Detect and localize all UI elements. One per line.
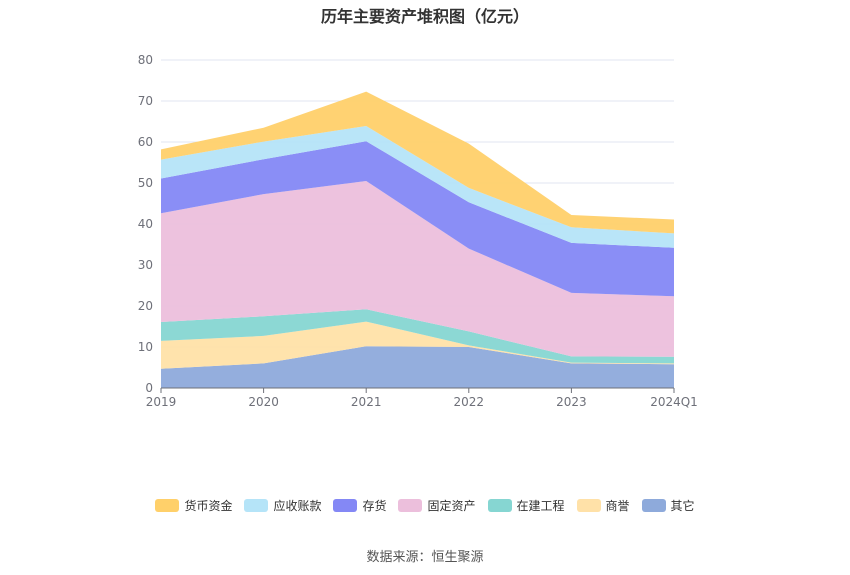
chart-title: 历年主要资产堆积图（亿元）	[320, 7, 529, 26]
data-source-note: 数据来源：恒生聚源	[366, 550, 484, 565]
legend-label: 应收账款	[273, 499, 322, 513]
legend-label: 在建工程	[516, 499, 565, 513]
legend-swatch	[576, 499, 601, 512]
area-series	[161, 181, 674, 357]
legend-item[interactable]: 固定资产	[398, 497, 476, 514]
y-tick-label: 0	[145, 381, 153, 395]
legend-swatch	[398, 499, 423, 512]
x-tick-label: 2022	[454, 395, 485, 409]
stacked-area-chart: 0 10 20 30 40 50 60 70 80 2019 2020 2021 2022 2023 202…	[138, 53, 698, 409]
legend-label: 商誉	[605, 499, 630, 513]
area-series	[161, 91, 674, 234]
legend-item[interactable]: 在建工程	[487, 497, 565, 514]
legend-label: 其它	[670, 499, 695, 513]
legend-label: 固定资产	[427, 499, 476, 513]
area-series-group	[161, 91, 674, 388]
legend-item[interactable]: 货币资金	[155, 497, 232, 514]
x-tick-label: 2024Q1	[650, 395, 698, 409]
legend-swatch	[487, 499, 512, 512]
y-tick-label: 50	[138, 176, 153, 190]
y-tick-label: 40	[138, 217, 153, 231]
legend-swatch	[155, 499, 180, 512]
axes: 0 10 20 30 40 50 60 70 80 2019 2020 2021 2022 2023 202…	[138, 53, 698, 409]
x-tick-label: 2023	[556, 395, 587, 409]
x-tick-label: 2019	[146, 395, 177, 409]
y-tick-label: 30	[138, 258, 153, 272]
area-series	[161, 126, 674, 248]
y-tick-label: 70	[138, 94, 153, 108]
legend-swatch	[333, 499, 358, 512]
legend-item[interactable]: 存货	[333, 497, 386, 514]
y-tick-label: 10	[138, 340, 153, 354]
legend-label: 货币资金	[184, 499, 233, 513]
y-tick-label: 20	[138, 299, 153, 313]
legend-item[interactable]: 其它	[641, 497, 695, 514]
legend-swatch	[641, 499, 666, 512]
x-tick-label: 2020	[248, 395, 279, 409]
legend: 货币资金 应收账款 存货 固定资产 在建工程 商誉 其它	[0, 497, 850, 514]
legend-item[interactable]: 商誉	[576, 497, 630, 514]
area-series	[161, 321, 674, 369]
legend-item[interactable]: 应收账款	[244, 497, 321, 514]
legend-label: 存货	[362, 499, 387, 513]
area-series	[161, 309, 674, 364]
legend-swatch	[244, 499, 269, 512]
y-tick-label: 60	[138, 135, 153, 149]
area-series	[161, 141, 674, 297]
x-tick-label: 2021	[351, 395, 382, 409]
y-tick-label: 80	[138, 53, 153, 67]
area-series	[161, 346, 674, 388]
